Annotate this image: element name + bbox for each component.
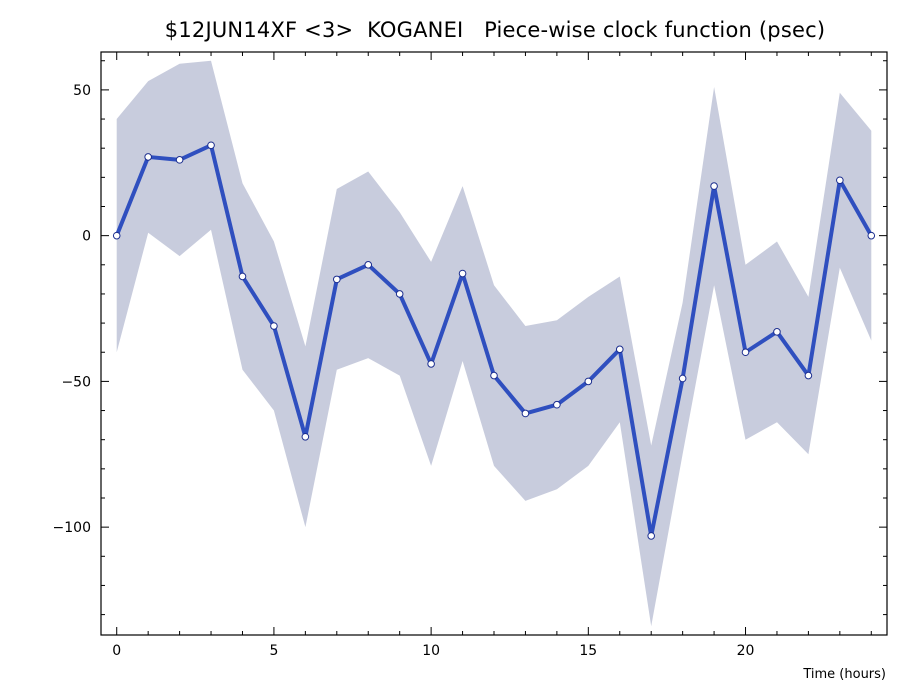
data-point (144, 153, 152, 161)
y-tick-label: 50 (73, 83, 91, 99)
chart-title: $12JUN14XF <3> KOGANEI Piece-wise clock … (164, 18, 826, 42)
series-line-segment (303, 277, 339, 439)
data-point (836, 176, 844, 185)
data-point (615, 345, 624, 354)
data-point (678, 374, 687, 383)
data-point (270, 322, 278, 330)
x-tick-label: 0 (112, 643, 121, 659)
data-point (112, 231, 121, 240)
data-point (867, 231, 876, 240)
series-line-segment (460, 271, 496, 378)
y-tick-label: −50 (61, 374, 91, 390)
series-line-layer (114, 143, 874, 538)
series-line-segment (774, 329, 811, 378)
series-line-segment (397, 291, 434, 366)
series-line-segment (649, 376, 685, 538)
data-point (584, 377, 593, 386)
data-point (741, 348, 750, 357)
series-line-segment (334, 262, 371, 282)
uncertainty-band (116, 60, 872, 627)
x-axis-label: Time (hours) (803, 667, 886, 682)
data-point (490, 371, 498, 380)
series-line-segment (429, 271, 465, 366)
series-line-segment (680, 184, 717, 381)
series-line-segment (366, 262, 402, 296)
axis-tick-layer (101, 52, 887, 635)
tick-label-layer: 0 5 10 15 20 50 0 −50 −100 (53, 83, 755, 659)
series-line-segment (523, 402, 559, 416)
series-line-segment (146, 154, 182, 162)
series-line-segment (806, 178, 842, 378)
x-tick-label: 20 (737, 643, 755, 659)
data-point (521, 409, 530, 418)
series-line-segment (271, 324, 308, 439)
data-point (175, 156, 184, 164)
series-line-segment (743, 329, 779, 355)
series-line-segment (617, 347, 654, 538)
series-line-segment (209, 143, 245, 279)
data-point (647, 532, 656, 540)
data-point (804, 371, 813, 380)
data-point (395, 290, 404, 298)
data-point (333, 275, 341, 284)
data-point (553, 400, 561, 409)
data-point (427, 360, 435, 368)
series-line-segment (492, 373, 528, 416)
data-point (364, 260, 373, 269)
series-line-segment (712, 184, 748, 355)
data-point (773, 328, 781, 336)
data-point (458, 269, 467, 278)
series-line-segment (114, 154, 151, 238)
uncertainty-band-layer (116, 60, 872, 627)
series-line-segment (586, 347, 622, 384)
data-point (710, 182, 718, 190)
y-tick-label: 0 (82, 229, 91, 245)
data-point (238, 272, 247, 281)
x-tick-label: 5 (269, 643, 278, 659)
series-line-segment (554, 379, 591, 407)
y-tick-label: −100 (53, 520, 91, 536)
x-tick-label: 15 (579, 643, 597, 659)
series-line-segment (240, 274, 276, 329)
series-line-segment (177, 143, 214, 162)
data-point-layer (112, 141, 876, 540)
data-point (301, 432, 310, 441)
series-line-segment (837, 178, 874, 238)
x-tick-label: 10 (422, 643, 440, 659)
data-point (207, 141, 215, 150)
